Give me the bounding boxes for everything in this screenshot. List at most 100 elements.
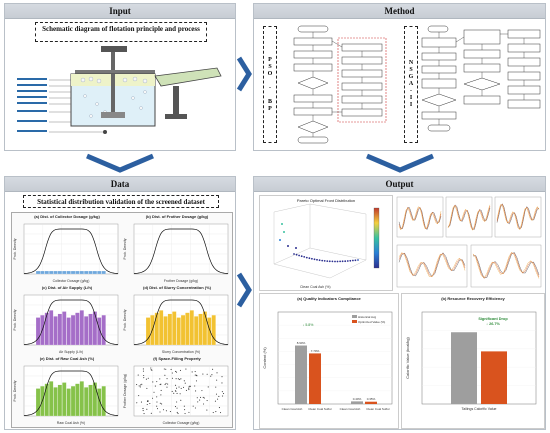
density-curve bbox=[23, 299, 119, 345]
hist-bar bbox=[49, 381, 54, 417]
pareto-title: Pareto Optimal Front Distribution bbox=[296, 198, 356, 203]
hist-bar bbox=[159, 310, 164, 346]
hist-bar bbox=[62, 270, 67, 275]
scatter-point bbox=[147, 400, 149, 402]
scatter-point bbox=[177, 378, 179, 380]
scatter-point bbox=[184, 412, 186, 415]
series-line bbox=[398, 206, 442, 231]
series-frame bbox=[396, 196, 444, 238]
data-caption: Statistical distribution validation of t… bbox=[37, 198, 205, 206]
scatter-point bbox=[156, 381, 158, 383]
scatter-point bbox=[195, 390, 197, 392]
scatter-point bbox=[143, 374, 145, 377]
dist-plot-title: (e) Dist. of Raw Coal Ash (%) bbox=[39, 356, 95, 361]
hist-bar bbox=[145, 317, 151, 346]
scatter-point bbox=[154, 385, 156, 387]
nsga-label: NSGA-II bbox=[408, 60, 414, 109]
hist-bar bbox=[202, 311, 208, 346]
method-panel-title: Method bbox=[254, 4, 545, 19]
scatter-point bbox=[207, 386, 209, 388]
dist-plot-axes: Slurry Concentration (%) Prob. Density bbox=[123, 294, 229, 354]
recovery-ylabel: Calorific Value (kcal/kg) bbox=[405, 336, 410, 378]
scatter-point bbox=[184, 382, 186, 384]
scatter-point bbox=[140, 384, 142, 386]
optimized-value-label: 7.70% bbox=[311, 349, 320, 353]
historical-value-label: 0.40% bbox=[353, 397, 362, 401]
pareto-point bbox=[287, 245, 289, 247]
quality-annotation: ↓ 5.8% bbox=[303, 323, 314, 327]
hist-bar bbox=[70, 270, 76, 275]
series-line bbox=[447, 204, 491, 231]
pareto-point bbox=[303, 256, 306, 258]
hist-bar bbox=[101, 270, 106, 275]
nsga-flowchart bbox=[421, 25, 541, 132]
hist-bar bbox=[176, 317, 181, 346]
scatter-point bbox=[218, 395, 220, 398]
scatter-point bbox=[218, 407, 220, 409]
hist-bar bbox=[154, 312, 159, 346]
pareto-point bbox=[334, 260, 336, 263]
scatter-point bbox=[171, 390, 173, 393]
scatter-point bbox=[176, 387, 178, 389]
quality-ylabel: Content (%) bbox=[262, 347, 267, 369]
scatter-point bbox=[176, 392, 178, 395]
density-curve bbox=[133, 299, 229, 345]
scatter-point bbox=[171, 377, 173, 379]
pareto-point bbox=[313, 258, 316, 261]
hist-bar bbox=[44, 312, 49, 346]
pareto-point bbox=[336, 260, 339, 263]
pareto-point bbox=[328, 260, 331, 263]
pareto-point bbox=[300, 255, 303, 258]
hist-bar bbox=[35, 270, 41, 275]
optimized-bar bbox=[309, 353, 321, 404]
scatter-point bbox=[221, 382, 223, 384]
scatter-point bbox=[146, 387, 148, 389]
distribution-grid: (a) Dist. of Collector Dosage (g/kg) Coll… bbox=[11, 212, 233, 428]
hist-bar bbox=[88, 270, 93, 275]
hist-bar bbox=[53, 387, 58, 417]
scatter-point bbox=[183, 405, 185, 407]
pareto-point bbox=[316, 258, 318, 261]
hist-bar bbox=[57, 270, 63, 275]
scatter-point bbox=[171, 372, 173, 374]
historical-value-label: 8.90% bbox=[297, 341, 306, 345]
scatter-point bbox=[214, 400, 216, 402]
scatter-point bbox=[174, 390, 176, 392]
scatter-point bbox=[152, 397, 154, 399]
scatter-point bbox=[146, 403, 148, 406]
hist-bar bbox=[92, 270, 98, 275]
scatter-point bbox=[140, 401, 143, 403]
recovery-title: (b) Resource Recovery Efficiency bbox=[441, 296, 505, 301]
hist-bar bbox=[53, 270, 58, 275]
dist-xlabel: Air Supply (L/h) bbox=[59, 350, 83, 354]
pareto-point bbox=[311, 257, 313, 260]
dist-ylabel: Prob. Density bbox=[123, 309, 127, 330]
scatter-point bbox=[194, 385, 196, 387]
series-line bbox=[398, 206, 442, 230]
hist-bar bbox=[84, 387, 89, 417]
density-curve bbox=[23, 228, 119, 274]
hist-bar bbox=[101, 386, 106, 417]
dist-ylabel: Frother Dosage (g/kg) bbox=[123, 374, 127, 408]
scatter-point bbox=[212, 368, 214, 370]
hist-bar bbox=[66, 317, 71, 346]
scatter-point bbox=[137, 374, 139, 376]
scatter-point bbox=[156, 405, 158, 407]
hist-bar bbox=[84, 270, 89, 275]
series-line bbox=[398, 252, 466, 277]
quality-legend-label: Optimized Value (%) bbox=[358, 320, 385, 324]
data-panel-title: Data bbox=[5, 177, 235, 192]
scatter-point bbox=[176, 411, 178, 414]
input-caption-box: Schematic diagram of flotation principle… bbox=[35, 22, 207, 42]
scatter-point bbox=[189, 385, 191, 387]
pareto-point bbox=[298, 254, 300, 257]
recovery-chart: (b) Resource Recovery Efficiency Calorif… bbox=[401, 293, 545, 429]
hist-bar bbox=[44, 383, 49, 417]
data-panel: Data Statistical distribution validation… bbox=[4, 176, 236, 430]
hist-bar bbox=[70, 386, 76, 417]
scatter-point bbox=[146, 408, 148, 410]
scatter-point bbox=[180, 387, 182, 389]
hist-bar bbox=[207, 317, 212, 346]
dist-plot-axes: Collector Dosage (g/kg) Prob. Density bbox=[13, 223, 119, 283]
hist-bar bbox=[185, 312, 190, 346]
